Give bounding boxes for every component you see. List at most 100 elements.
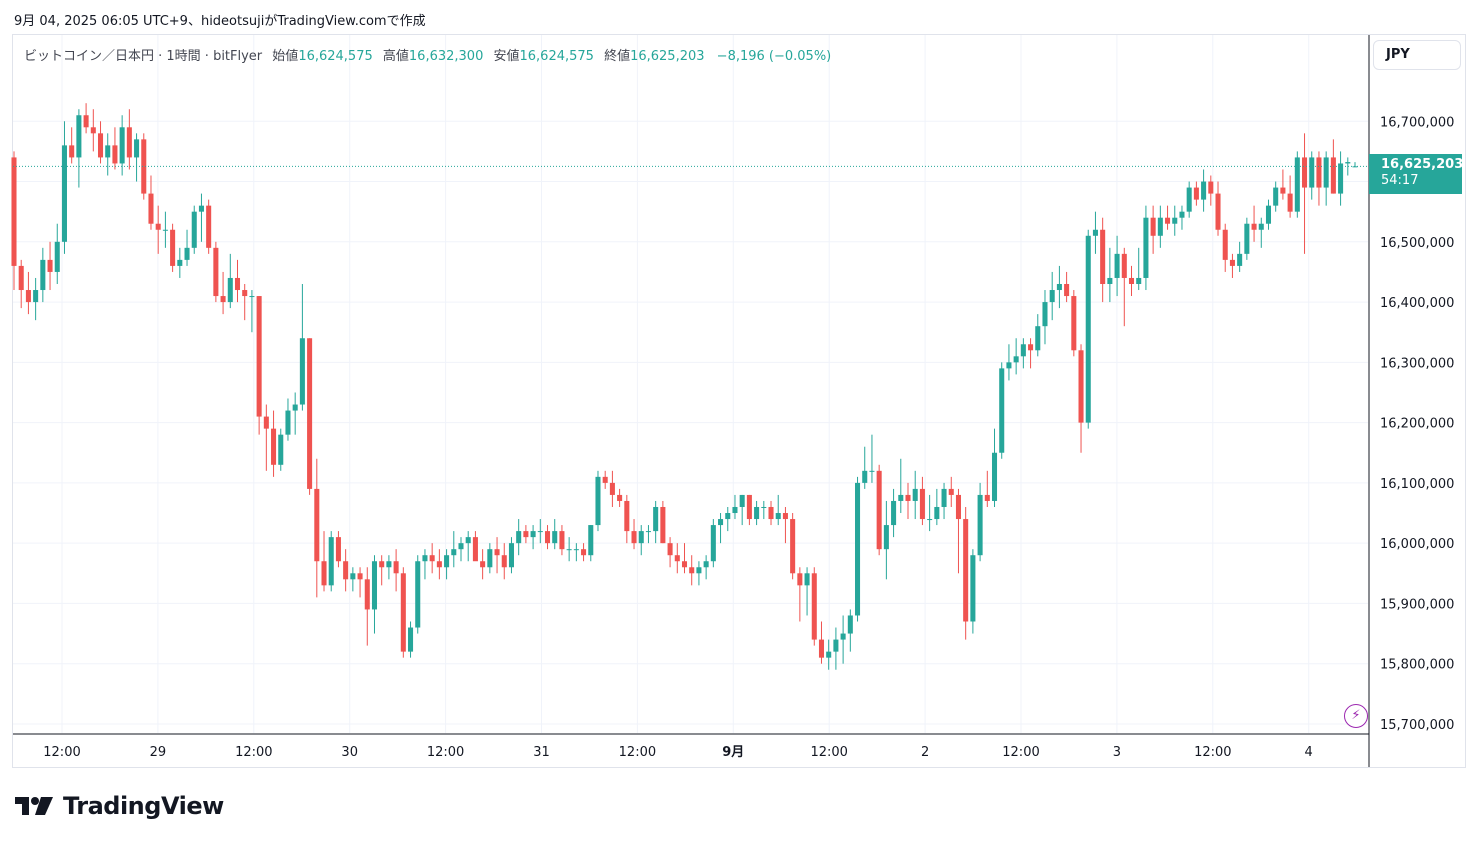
- candle-up: [977, 494, 983, 556]
- candle-down: [544, 531, 551, 544]
- x-tick-label: 12:00: [1002, 745, 1039, 760]
- candle-down: [501, 555, 507, 568]
- y-tick-label: 16,300,000: [1380, 356, 1454, 371]
- candle-up: [804, 573, 810, 586]
- candle-up: [999, 368, 1005, 453]
- candle-down: [314, 488, 320, 562]
- candle-down: [206, 205, 212, 248]
- candle-down: [1078, 350, 1084, 423]
- open-label: 始値: [272, 49, 299, 64]
- candle-up: [1107, 277, 1113, 284]
- candle-down: [1229, 259, 1235, 266]
- candle-down: [1100, 229, 1106, 284]
- x-tick-label: 31: [533, 745, 550, 760]
- candle-down: [1165, 217, 1171, 224]
- candle-down: [617, 494, 623, 501]
- x-tick-label: 3: [1113, 745, 1121, 760]
- grid: [13, 35, 1368, 733]
- candle-down: [429, 555, 435, 562]
- candle-up: [487, 549, 493, 568]
- high-value: 16,632,300: [408, 49, 484, 64]
- candle-up: [508, 543, 514, 568]
- candle-up: [198, 205, 204, 212]
- candle-up: [1244, 223, 1250, 254]
- candle-down: [1287, 193, 1293, 212]
- candle-down: [1215, 193, 1221, 230]
- candle-down: [494, 549, 500, 556]
- candle-down: [256, 296, 262, 417]
- candle-down: [674, 555, 680, 562]
- y-tick-label: 16,200,000: [1380, 417, 1454, 432]
- candle-up: [191, 211, 197, 248]
- candle-up: [912, 488, 918, 501]
- y-tick-label: 15,900,000: [1380, 597, 1454, 612]
- candle-down: [681, 561, 688, 568]
- candle-down: [1064, 283, 1070, 297]
- candle-up: [645, 531, 651, 533]
- last-price-value: 16,625,203: [1381, 157, 1464, 172]
- change-value: −8,196 (−0.05%): [716, 49, 832, 64]
- candle-up: [162, 229, 168, 231]
- candle-up: [1042, 302, 1048, 327]
- candle-down: [984, 494, 990, 501]
- candle-down: [25, 290, 31, 303]
- candle-down: [1330, 157, 1336, 194]
- close-value: 16,625,203: [630, 49, 705, 64]
- candle-up: [1049, 290, 1055, 303]
- candle-up: [105, 145, 111, 158]
- chart-frame[interactable]: [12, 34, 1466, 768]
- x-tick-label: 4: [1305, 745, 1313, 760]
- lightning-icon[interactable]: ⚡: [1344, 704, 1368, 728]
- candle-down: [90, 127, 96, 134]
- candle-down: [746, 494, 752, 520]
- candle-down: [364, 579, 370, 610]
- candle-up: [1114, 253, 1120, 278]
- candle-down: [83, 115, 89, 128]
- candle-down: [234, 277, 241, 291]
- candle-up: [1013, 356, 1019, 363]
- currency-button[interactable]: JPY: [1373, 40, 1461, 70]
- candle-up: [184, 247, 190, 260]
- candle-down: [811, 573, 817, 640]
- candle-up: [1345, 162, 1351, 164]
- close-label: 終値: [604, 49, 631, 64]
- candle-up: [754, 506, 760, 520]
- candle-up: [415, 561, 421, 628]
- candle-up: [566, 549, 572, 551]
- candle-up: [934, 506, 940, 520]
- candle-up: [177, 259, 183, 266]
- candle-up: [1020, 344, 1026, 357]
- x-tick-label: 12:00: [235, 745, 272, 760]
- candle-down: [18, 265, 24, 291]
- candle-up: [1309, 157, 1315, 188]
- candle-up: [1186, 187, 1192, 212]
- candle-down: [148, 193, 154, 224]
- candle-up: [1035, 326, 1041, 351]
- candle-up: [422, 555, 428, 562]
- candle-down: [559, 531, 565, 550]
- candle-down: [660, 506, 666, 544]
- candle-up: [350, 573, 356, 580]
- candle-up: [826, 651, 832, 658]
- x-tick-label: 12:00: [1194, 745, 1231, 760]
- candle-down: [393, 561, 399, 574]
- candle-down: [242, 290, 248, 297]
- candle-down: [609, 482, 615, 495]
- candle-down: [624, 500, 630, 532]
- candle-up: [833, 639, 839, 652]
- candle-down: [69, 145, 75, 158]
- candle-up: [991, 452, 998, 501]
- candle-down: [126, 127, 132, 158]
- candle-down: [602, 476, 608, 483]
- candle-down: [436, 561, 442, 568]
- candle-down: [112, 145, 118, 164]
- candle-up: [1179, 211, 1185, 218]
- candle-down: [768, 506, 774, 520]
- candle-up: [54, 241, 60, 272]
- candle-up: [1172, 217, 1178, 224]
- candle-up: [1085, 235, 1091, 423]
- candle-up: [1265, 205, 1272, 224]
- candle-up: [285, 410, 291, 435]
- candle-down: [1121, 253, 1127, 278]
